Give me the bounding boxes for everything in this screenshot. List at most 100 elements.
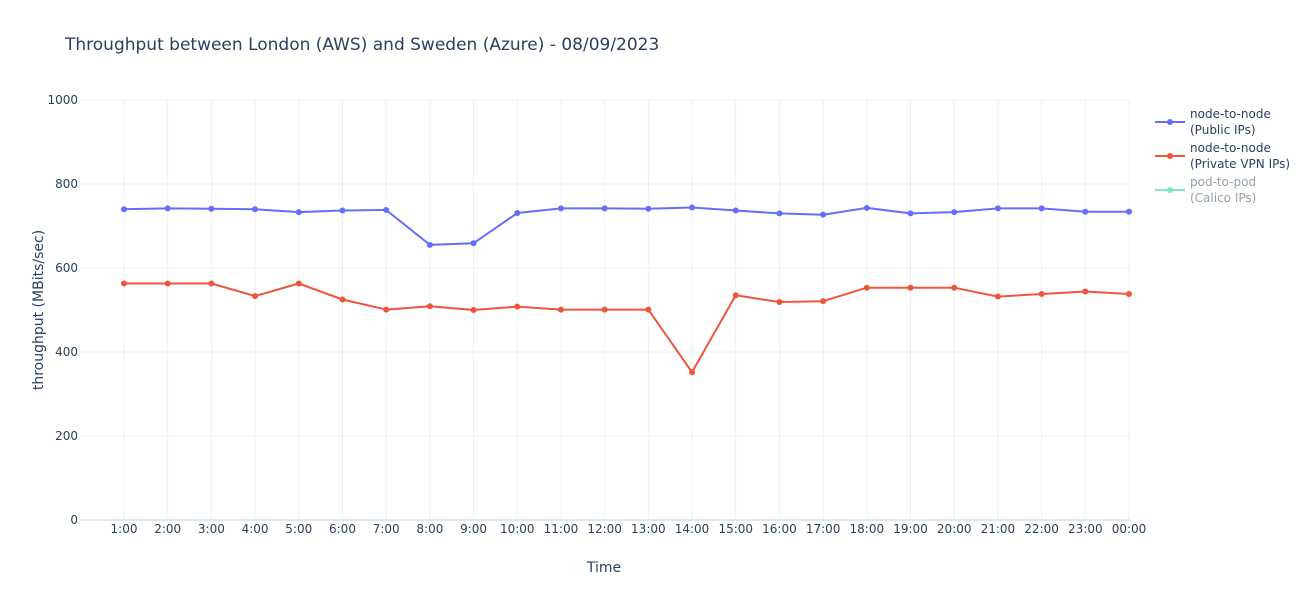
legend-item[interactable]: pod-to-pod (Calico IPs) bbox=[1155, 175, 1256, 205]
data-point bbox=[1038, 205, 1045, 212]
x-tick-label: 3:00 bbox=[198, 522, 225, 536]
data-point bbox=[295, 280, 302, 287]
data-point bbox=[689, 204, 696, 211]
y-tick-label: 800 bbox=[55, 177, 78, 191]
data-point bbox=[383, 207, 390, 214]
chart-title: Throughput between London (AWS) and Swed… bbox=[64, 35, 659, 55]
data-point bbox=[252, 206, 259, 213]
legend-label: node-to-node bbox=[1190, 107, 1271, 121]
legend-item[interactable]: node-to-node (Private VPN IPs) bbox=[1155, 141, 1290, 171]
data-point bbox=[164, 205, 171, 212]
series-line bbox=[124, 282, 1130, 374]
data-point bbox=[1082, 208, 1089, 215]
y-axis-ticks: 0 200 400 600 800 1000 bbox=[47, 93, 78, 527]
data-point bbox=[557, 205, 564, 212]
x-tick-label: 20:00 bbox=[937, 522, 972, 536]
data-point bbox=[820, 298, 827, 305]
data-point bbox=[951, 284, 958, 291]
x-tick-label: 1:00 bbox=[111, 522, 138, 536]
data-point bbox=[776, 299, 783, 306]
data-point bbox=[1038, 291, 1045, 298]
data-point bbox=[295, 209, 302, 216]
x-tick-label: 14:00 bbox=[675, 522, 710, 536]
data-point bbox=[601, 205, 608, 212]
legend-label-detail: (Calico IPs) bbox=[1190, 191, 1256, 205]
data-point bbox=[121, 206, 127, 213]
data-point bbox=[645, 306, 652, 313]
data-point bbox=[863, 204, 870, 211]
data-point bbox=[514, 303, 521, 310]
data-point bbox=[732, 207, 739, 214]
x-tick-label: 9:00 bbox=[460, 522, 487, 536]
data-point bbox=[689, 369, 696, 376]
legend-label-detail: (Public IPs) bbox=[1190, 123, 1256, 137]
x-tick-label: 6:00 bbox=[329, 522, 356, 536]
y-tick-label: 0 bbox=[70, 513, 78, 527]
x-tick-label: 12:00 bbox=[587, 522, 622, 536]
data-point bbox=[1126, 291, 1132, 298]
data-point bbox=[776, 210, 783, 217]
data-point bbox=[994, 293, 1001, 300]
x-axis-ticks: 1:00 2:00 3:00 4:00 5:00 6:00 7:00 8:00 9:00 10:0… bbox=[111, 522, 1147, 536]
series-line bbox=[123, 206, 1129, 246]
data-point bbox=[645, 205, 652, 212]
data-point bbox=[820, 211, 827, 218]
y-tick-label: 400 bbox=[55, 345, 78, 359]
legend-label-detail: (Private VPN IPs) bbox=[1190, 157, 1290, 171]
data-point bbox=[383, 306, 390, 313]
y-tick-label: 200 bbox=[55, 429, 78, 443]
data-point bbox=[732, 292, 739, 299]
data-point bbox=[470, 240, 477, 247]
data-point bbox=[951, 209, 958, 216]
x-tick-label: 00:00 bbox=[1112, 522, 1147, 536]
data-point bbox=[907, 210, 914, 217]
data-point bbox=[208, 280, 215, 287]
x-tick-label: 5:00 bbox=[285, 522, 312, 536]
series-layer bbox=[121, 204, 1132, 376]
data-point bbox=[601, 306, 608, 313]
x-tick-label: 21:00 bbox=[981, 522, 1016, 536]
x-tick-label: 11:00 bbox=[544, 522, 579, 536]
x-tick-label: 2:00 bbox=[154, 522, 181, 536]
data-point bbox=[863, 284, 870, 291]
x-tick-label: 18:00 bbox=[850, 522, 885, 536]
data-point bbox=[426, 241, 433, 248]
legend-swatch-marker bbox=[1167, 119, 1173, 125]
y-axis-title: throughput (MBits/sec) bbox=[31, 230, 47, 390]
data-point bbox=[339, 207, 346, 214]
data-point bbox=[121, 280, 127, 287]
data-point bbox=[907, 284, 914, 291]
data-point bbox=[1126, 208, 1132, 215]
data-point bbox=[514, 209, 521, 216]
legend-label: pod-to-pod bbox=[1190, 175, 1256, 189]
x-tick-label: 4:00 bbox=[242, 522, 269, 536]
data-point bbox=[1082, 288, 1089, 295]
data-point bbox=[164, 280, 171, 287]
y-tick-label: 600 bbox=[55, 261, 78, 275]
x-tick-label: 23:00 bbox=[1068, 522, 1103, 536]
x-tick-label: 17:00 bbox=[806, 522, 841, 536]
x-tick-label: 16:00 bbox=[762, 522, 797, 536]
data-point bbox=[426, 303, 433, 310]
legend-swatch-marker bbox=[1167, 187, 1173, 193]
data-point bbox=[208, 205, 215, 212]
x-tick-label: 22:00 bbox=[1024, 522, 1059, 536]
legend-label: node-to-node bbox=[1190, 141, 1271, 155]
legend-item[interactable]: node-to-node (Public IPs) bbox=[1155, 107, 1271, 137]
x-tick-label: 15:00 bbox=[718, 522, 753, 536]
x-axis-title: Time bbox=[586, 560, 621, 576]
data-point bbox=[557, 306, 564, 313]
x-tick-label: 10:00 bbox=[500, 522, 535, 536]
x-tick-label: 13:00 bbox=[631, 522, 666, 536]
data-point bbox=[339, 296, 346, 303]
legend-swatch-marker bbox=[1167, 153, 1173, 159]
legend: node-to-node (Public IPs) node-to-node (Pri… bbox=[1155, 107, 1290, 205]
data-point bbox=[470, 307, 477, 313]
x-tick-label: 8:00 bbox=[416, 522, 443, 536]
x-tick-label: 19:00 bbox=[893, 522, 928, 536]
y-tick-label: 1000 bbox=[47, 93, 78, 107]
data-point bbox=[994, 205, 1001, 212]
data-point bbox=[252, 293, 259, 300]
x-tick-label: 7:00 bbox=[373, 522, 400, 536]
